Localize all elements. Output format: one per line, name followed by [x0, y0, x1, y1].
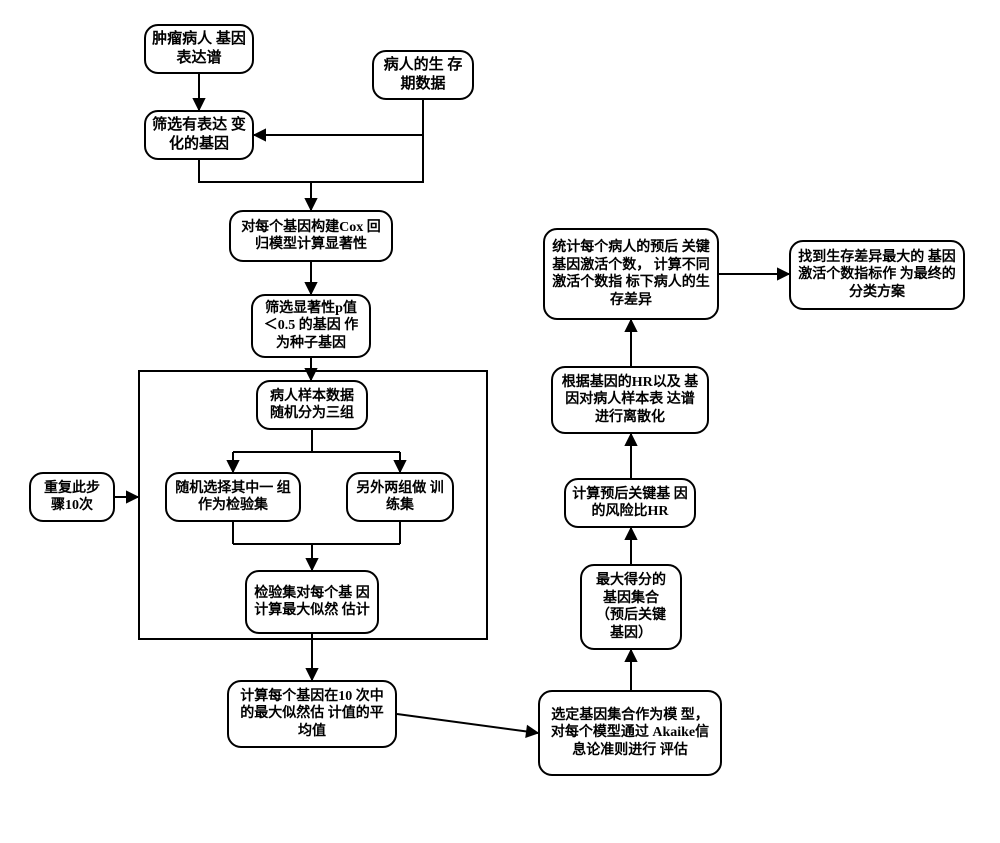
flow-edge — [397, 714, 538, 733]
node-split-three-groups: 病人样本数据 随机分为三组 — [256, 380, 368, 430]
node-best-gene-set: 最大得分的 基因集合 （预后关键 基因） — [580, 564, 682, 650]
node-label: 筛选显著性p值 ＜0.5 的基因 作为种子基因 — [259, 300, 363, 353]
node-label: 找到生存差异最大的 基因激活个数指标作 为最终的分类方案 — [797, 249, 957, 302]
node-test-set: 随机选择其中一 组作为检验集 — [165, 472, 301, 522]
node-label: 重复此步 骤10次 — [37, 480, 107, 515]
node-tumor-expression: 肿瘤病人 基因表达谱 — [144, 24, 254, 74]
node-label: 随机选择其中一 组作为检验集 — [173, 480, 293, 515]
node-discretize: 根据基因的HR以及 基因对病人样本表 达谱进行离散化 — [551, 366, 709, 434]
node-filter-expr-change: 筛选有表达 变化的基因 — [144, 110, 254, 160]
node-compute-hr: 计算预后关键基 因的风险比HR — [564, 478, 696, 528]
node-label: 计算每个基因在10 次中的最大似然估 计值的平均值 — [235, 688, 389, 741]
node-label: 最大得分的 基因集合 （预后关键 基因） — [588, 572, 674, 642]
node-label: 选定基因集合作为模 型，对每个模型通过 Akaike信息论准则进行 评估 — [546, 707, 714, 760]
node-count-activation: 统计每个病人的预后 关键基因激活个数， 计算不同激活个数指 标下病人的生存差异 — [543, 228, 719, 320]
node-final-classification: 找到生存差异最大的 基因激活个数指标作 为最终的分类方案 — [789, 240, 965, 310]
node-label: 根据基因的HR以及 基因对病人样本表 达谱进行离散化 — [559, 374, 701, 427]
node-repeat-10-times: 重复此步 骤10次 — [29, 472, 115, 522]
flow-edge — [254, 100, 423, 135]
node-label: 计算预后关键基 因的风险比HR — [572, 486, 688, 521]
node-mle: 检验集对每个基 因计算最大似然 估计 — [245, 570, 379, 634]
node-avg-mle: 计算每个基因在10 次中的最大似然估 计值的平均值 — [227, 680, 397, 748]
node-survival-data: 病人的生 存期数据 — [372, 50, 474, 100]
node-label: 另外两组做 训练集 — [354, 480, 446, 515]
node-label: 筛选有表达 变化的基因 — [152, 116, 246, 154]
node-label: 病人样本数据 随机分为三组 — [264, 388, 360, 423]
node-filter-pvalue: 筛选显著性p值 ＜0.5 的基因 作为种子基因 — [251, 294, 371, 358]
node-label: 检验集对每个基 因计算最大似然 估计 — [253, 585, 371, 620]
flowchart-canvas: 肿瘤病人 基因表达谱 筛选有表达 变化的基因 病人的生 存期数据 对每个基因构建… — [0, 0, 1000, 843]
node-label: 对每个基因构建Cox 回归模型计算显著性 — [237, 219, 385, 254]
node-train-set: 另外两组做 训练集 — [346, 472, 454, 522]
node-label: 肿瘤病人 基因表达谱 — [152, 30, 246, 68]
node-akaike-eval: 选定基因集合作为模 型，对每个模型通过 Akaike信息论准则进行 评估 — [538, 690, 722, 776]
node-cox-model: 对每个基因构建Cox 回归模型计算显著性 — [229, 210, 393, 262]
flow-edge — [199, 160, 311, 210]
flow-edge — [311, 135, 423, 182]
node-label: 病人的生 存期数据 — [380, 56, 466, 94]
node-label: 统计每个病人的预后 关键基因激活个数， 计算不同激活个数指 标下病人的生存差异 — [551, 239, 711, 309]
